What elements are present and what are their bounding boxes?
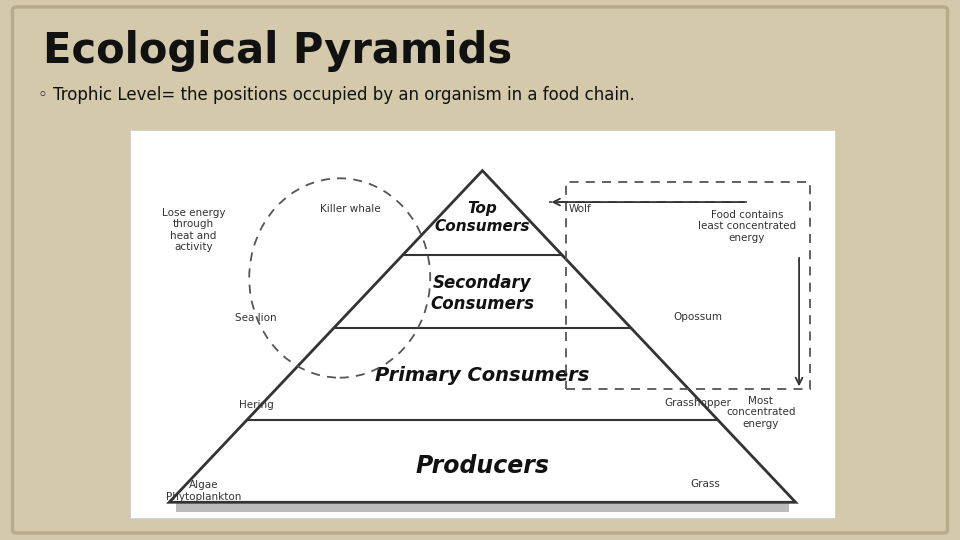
Text: Killer whale: Killer whale: [320, 204, 380, 214]
Polygon shape: [247, 328, 718, 420]
Text: Secondary
Consumers: Secondary Consumers: [430, 274, 535, 313]
Polygon shape: [169, 420, 796, 502]
Text: ◦ Trophic Level= the positions occupied by an organism in a food chain.: ◦ Trophic Level= the positions occupied …: [38, 86, 636, 104]
Text: Most
concentrated
energy: Most concentrated energy: [726, 396, 796, 429]
Polygon shape: [334, 255, 631, 328]
Text: Sea lion: Sea lion: [235, 313, 277, 323]
Bar: [130, 130, 835, 518]
Text: Grasshopper: Grasshopper: [664, 397, 732, 408]
Text: Algae
Phytoplankton: Algae Phytoplankton: [166, 480, 242, 502]
Text: Primary Consumers: Primary Consumers: [375, 366, 589, 385]
Text: Producers: Producers: [416, 454, 549, 478]
Text: Top
Consumers: Top Consumers: [435, 201, 530, 234]
Text: Grass: Grass: [690, 480, 720, 489]
Text: Wolf: Wolf: [568, 204, 591, 214]
Polygon shape: [403, 171, 562, 255]
Text: Hering: Hering: [239, 400, 274, 410]
Polygon shape: [177, 502, 789, 512]
Text: Opossum: Opossum: [674, 312, 723, 322]
Bar: [566, 182, 809, 389]
Text: Ecological Pyramids: Ecological Pyramids: [43, 30, 513, 72]
Text: Lose energy
through
heat and
activity: Lose energy through heat and activity: [162, 208, 226, 253]
Text: Food contains
least concentrated
energy: Food contains least concentrated energy: [698, 210, 796, 243]
